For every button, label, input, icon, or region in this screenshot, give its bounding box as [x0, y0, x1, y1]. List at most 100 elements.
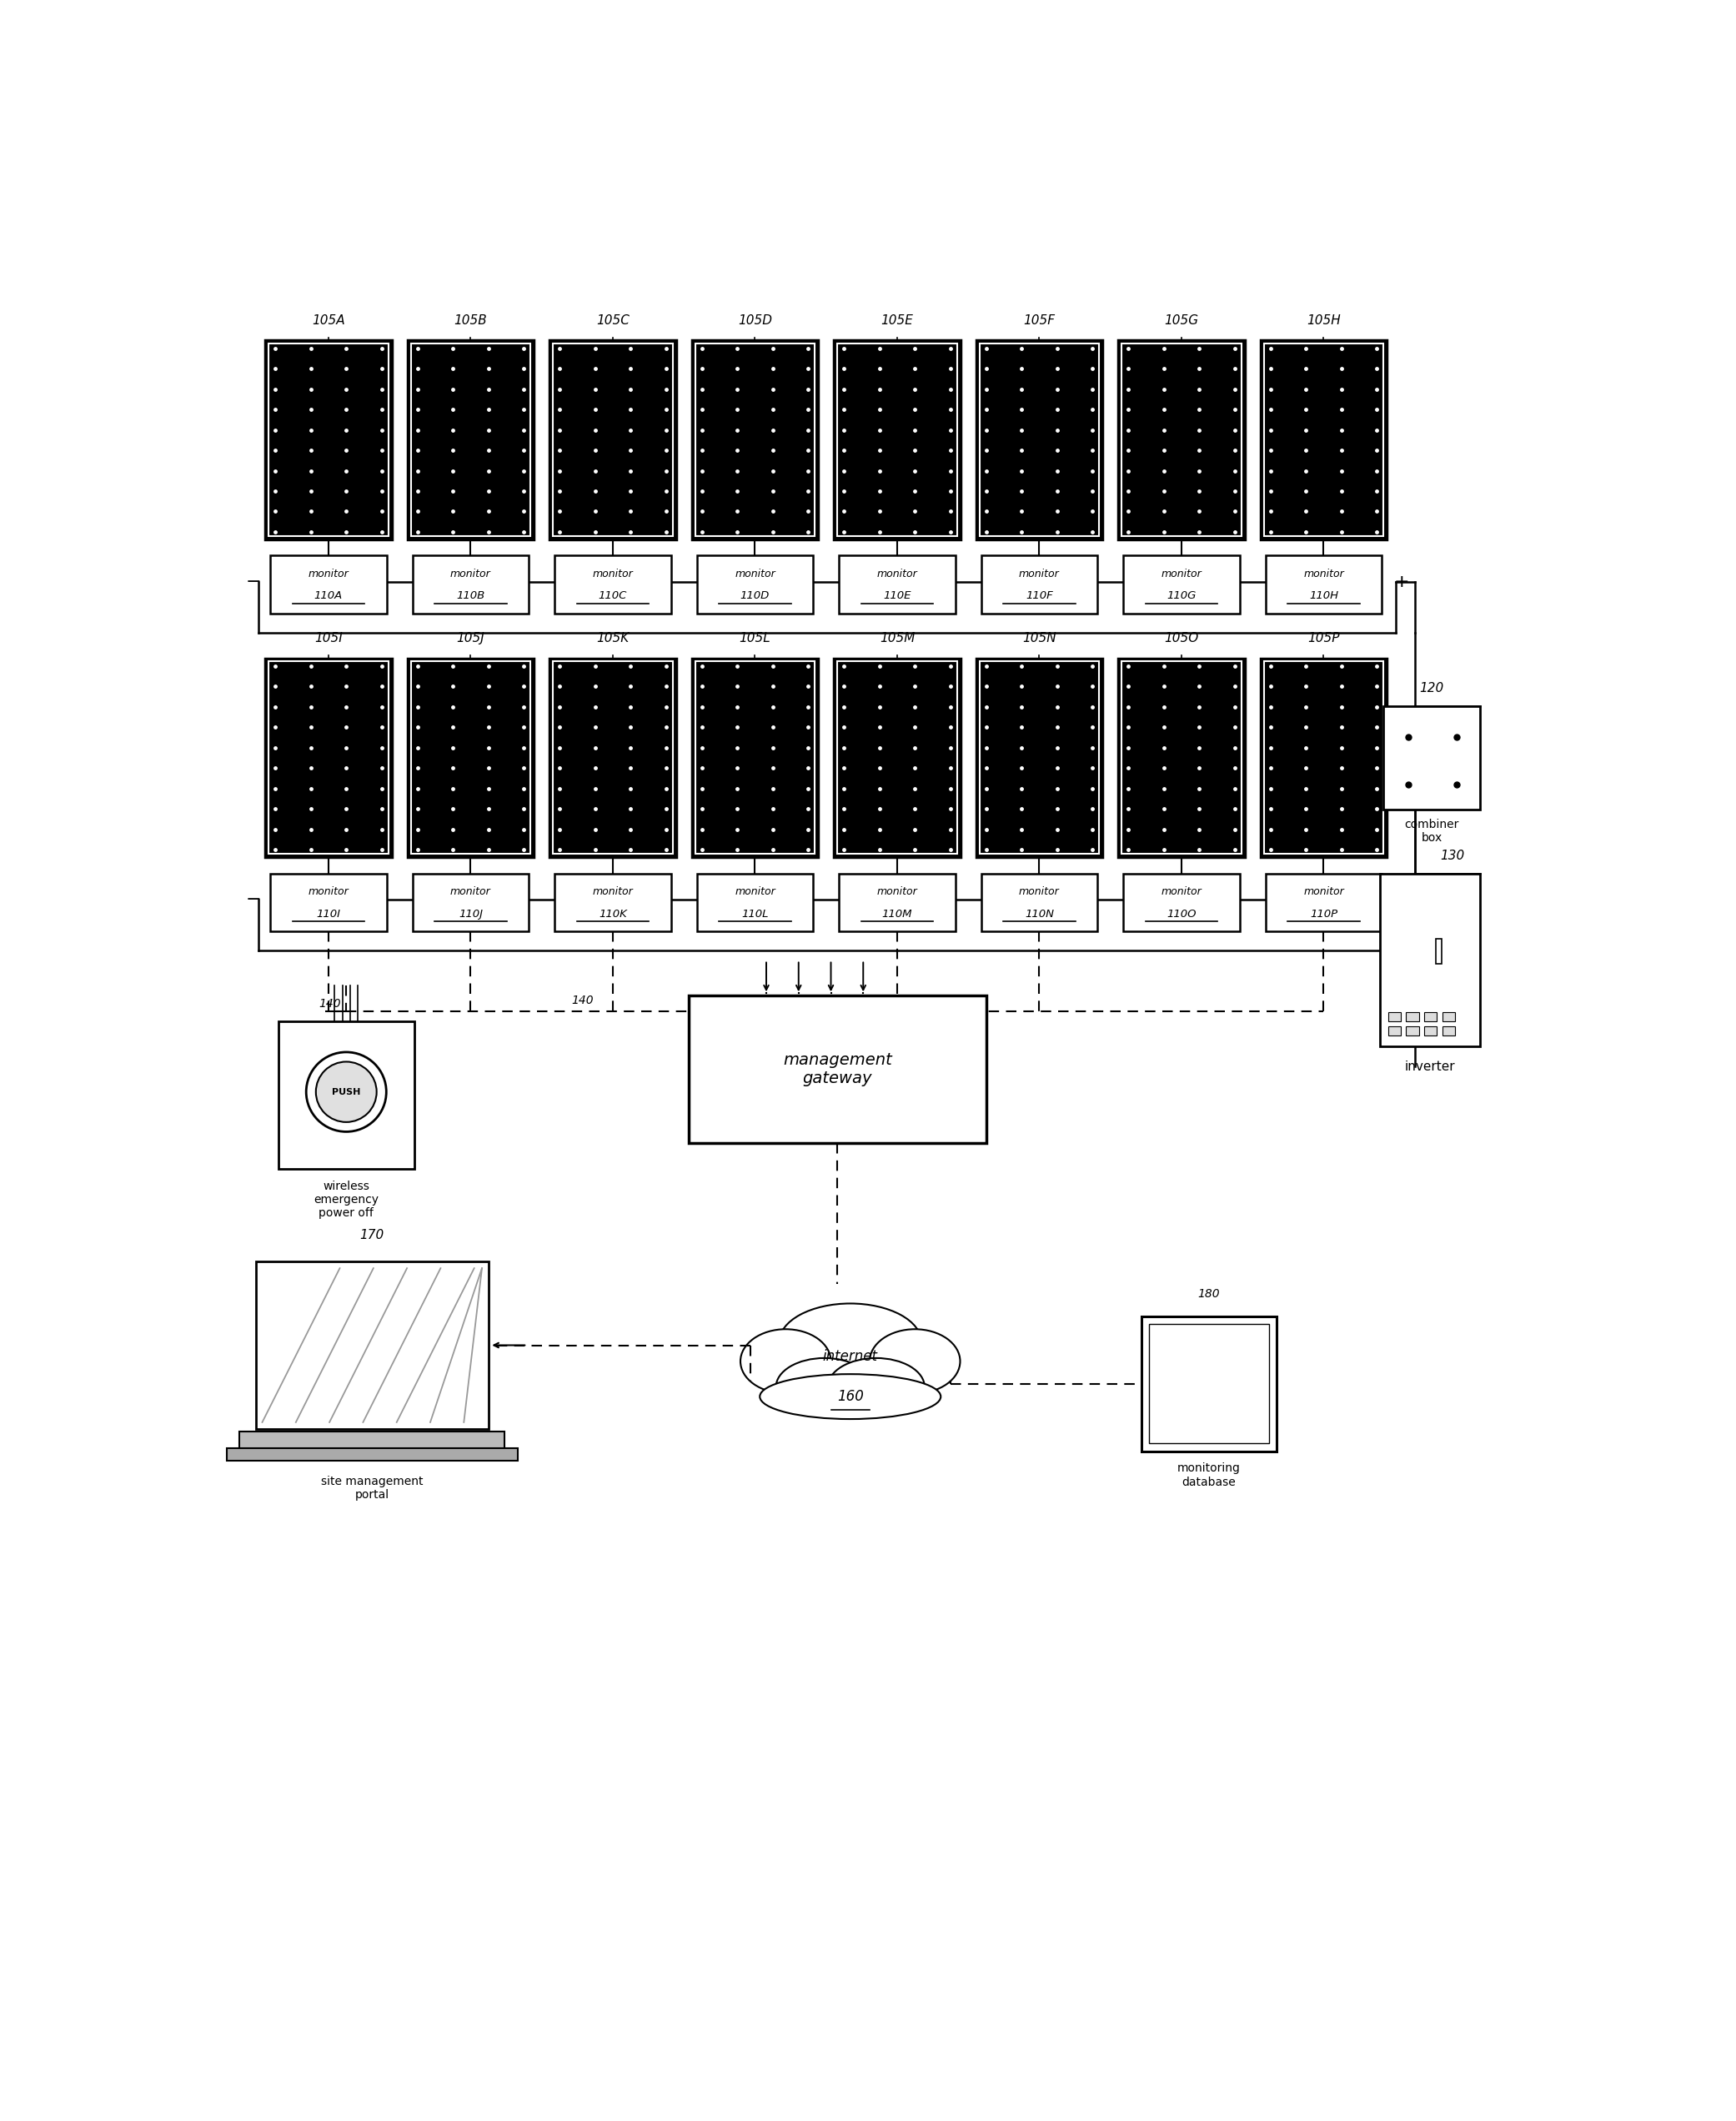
Bar — [1123, 874, 1240, 931]
Bar — [408, 341, 533, 539]
Bar — [554, 556, 670, 613]
Text: 105D: 105D — [738, 314, 773, 327]
Text: monitor: monitor — [1304, 568, 1344, 579]
Text: 105G: 105G — [1165, 314, 1198, 327]
Text: combiner
box: combiner box — [1404, 819, 1460, 844]
Bar — [833, 658, 960, 857]
Bar — [1266, 874, 1382, 931]
Bar — [693, 658, 818, 857]
Text: monitor: monitor — [1019, 568, 1059, 579]
Bar — [408, 658, 533, 857]
Bar — [1260, 341, 1387, 539]
Bar — [266, 658, 392, 857]
Bar — [838, 874, 955, 931]
Text: monitor: monitor — [877, 568, 917, 579]
Bar — [976, 341, 1102, 539]
Text: monitor: monitor — [734, 887, 776, 897]
Ellipse shape — [828, 1357, 925, 1417]
Bar — [689, 995, 986, 1143]
Text: 105J: 105J — [457, 632, 484, 645]
Text: 105F: 105F — [1024, 314, 1055, 327]
Circle shape — [316, 1063, 377, 1122]
Bar — [838, 556, 955, 613]
Text: −: − — [247, 573, 262, 590]
Text: monitor: monitor — [309, 568, 349, 579]
Text: monitor: monitor — [1304, 887, 1344, 897]
Bar — [550, 658, 675, 857]
Circle shape — [306, 1052, 387, 1133]
Text: monitor: monitor — [450, 887, 491, 897]
Bar — [694, 662, 814, 855]
Bar — [411, 662, 531, 855]
Text: PUSH: PUSH — [332, 1088, 361, 1097]
Text: 105E: 105E — [880, 314, 913, 327]
Text: monitor: monitor — [592, 887, 634, 897]
Bar — [976, 658, 1102, 857]
Text: 110N: 110N — [1024, 908, 1054, 918]
Bar — [1384, 706, 1481, 810]
Text: 180: 180 — [1198, 1287, 1220, 1300]
Text: monitor: monitor — [734, 568, 776, 579]
Text: management
gateway: management gateway — [783, 1052, 892, 1086]
Text: 140: 140 — [571, 995, 594, 1005]
Bar — [1424, 1027, 1437, 1035]
Text: 110A: 110A — [314, 590, 342, 602]
Text: internet: internet — [823, 1349, 878, 1364]
Text: 105K: 105K — [597, 632, 628, 645]
Text: 105B: 105B — [455, 314, 488, 327]
Text: 170: 170 — [359, 1230, 384, 1241]
Bar — [554, 344, 672, 537]
Text: 110G: 110G — [1167, 590, 1196, 602]
Bar — [255, 1262, 488, 1430]
Ellipse shape — [776, 1357, 873, 1417]
Text: monitor: monitor — [309, 887, 349, 897]
Bar — [550, 341, 675, 539]
Text: inverter: inverter — [1404, 1060, 1455, 1073]
Bar — [269, 344, 389, 537]
Text: 105N: 105N — [1023, 632, 1055, 645]
Bar — [240, 1432, 505, 1451]
Bar — [1443, 1012, 1455, 1020]
Text: 105H: 105H — [1307, 314, 1340, 327]
Text: +: + — [1394, 891, 1410, 908]
Bar — [271, 874, 387, 931]
Text: 105I: 105I — [314, 632, 342, 645]
Bar — [1443, 1027, 1455, 1035]
Bar — [278, 1020, 415, 1169]
Bar — [981, 874, 1097, 931]
Bar — [227, 1449, 517, 1461]
Bar — [981, 556, 1097, 613]
Bar — [269, 662, 389, 855]
Bar — [1121, 344, 1241, 537]
Text: 105P: 105P — [1307, 632, 1340, 645]
Bar — [837, 344, 957, 537]
Text: monitor: monitor — [1161, 568, 1201, 579]
Ellipse shape — [741, 1330, 832, 1393]
Bar — [979, 344, 1099, 537]
Text: monitor: monitor — [450, 568, 491, 579]
Text: −: − — [247, 891, 262, 908]
Bar — [1264, 344, 1384, 537]
Text: 105L: 105L — [740, 632, 771, 645]
Text: 110B: 110B — [457, 590, 484, 602]
Bar — [694, 344, 814, 537]
Bar — [554, 662, 672, 855]
Text: 140: 140 — [319, 997, 342, 1010]
Bar — [1149, 1324, 1269, 1444]
Text: 110M: 110M — [882, 908, 913, 918]
Text: 110L: 110L — [741, 908, 769, 918]
Bar — [271, 556, 387, 613]
Text: 110H: 110H — [1309, 590, 1338, 602]
Bar — [1380, 874, 1481, 1046]
Bar — [266, 341, 392, 539]
Text: +: + — [1394, 573, 1410, 590]
Bar — [413, 556, 529, 613]
Bar — [1141, 1317, 1276, 1451]
Bar — [411, 344, 531, 537]
Bar — [1266, 556, 1382, 613]
Bar — [696, 556, 812, 613]
Bar — [1387, 1012, 1401, 1020]
Bar — [1264, 662, 1384, 855]
Text: 110D: 110D — [740, 590, 769, 602]
Bar — [833, 341, 960, 539]
